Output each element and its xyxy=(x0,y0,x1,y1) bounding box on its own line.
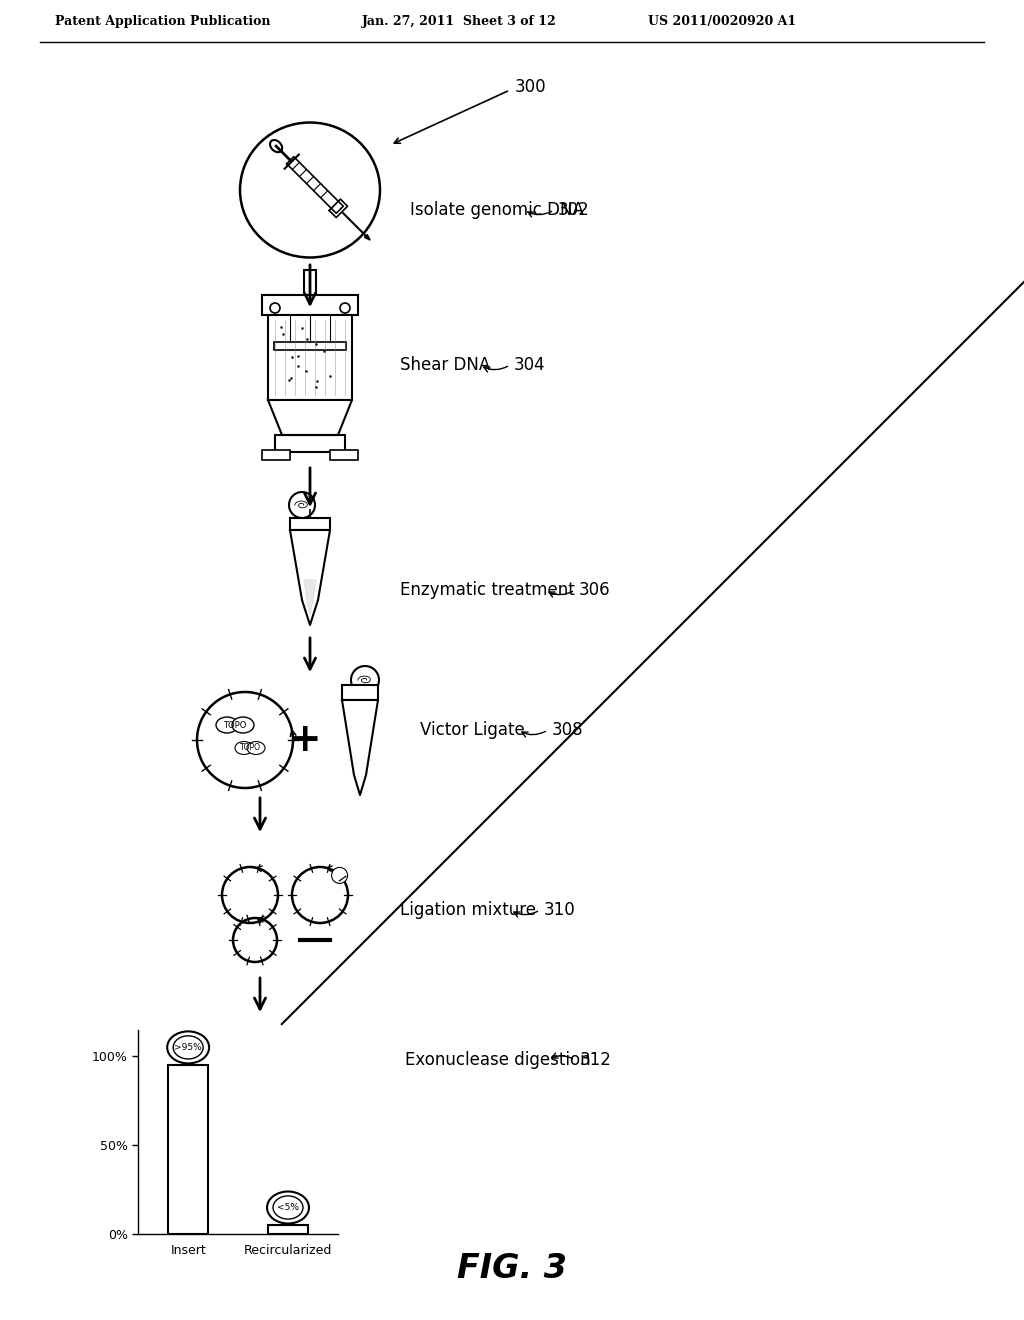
Ellipse shape xyxy=(167,1031,209,1064)
Polygon shape xyxy=(304,579,316,615)
Ellipse shape xyxy=(216,717,238,733)
Text: TOPO: TOPO xyxy=(223,721,247,730)
Text: Enzymatic treatment: Enzymatic treatment xyxy=(400,581,574,599)
Polygon shape xyxy=(329,199,347,218)
Text: 310: 310 xyxy=(544,902,575,919)
Bar xyxy=(168,1065,208,1234)
FancyBboxPatch shape xyxy=(330,450,358,459)
Text: Shear DNA: Shear DNA xyxy=(400,356,490,374)
Polygon shape xyxy=(290,531,330,624)
Text: 312: 312 xyxy=(580,1051,612,1069)
Polygon shape xyxy=(268,400,352,436)
FancyBboxPatch shape xyxy=(342,685,378,700)
Text: Ligation mixture: Ligation mixture xyxy=(400,902,536,919)
Ellipse shape xyxy=(234,742,253,755)
Polygon shape xyxy=(365,235,370,240)
Polygon shape xyxy=(342,700,378,795)
Text: FIG. 3: FIG. 3 xyxy=(457,1251,567,1284)
Text: 302: 302 xyxy=(558,201,590,219)
FancyBboxPatch shape xyxy=(262,294,358,315)
Circle shape xyxy=(270,304,280,313)
Polygon shape xyxy=(287,157,343,214)
Bar xyxy=(268,1225,308,1234)
Text: >95%: >95% xyxy=(174,1043,202,1052)
Circle shape xyxy=(340,304,350,313)
Text: Jan. 27, 2011  Sheet 3 of 12: Jan. 27, 2011 Sheet 3 of 12 xyxy=(362,15,557,28)
Ellipse shape xyxy=(232,717,254,733)
FancyBboxPatch shape xyxy=(268,315,352,400)
FancyBboxPatch shape xyxy=(262,450,290,459)
Text: 308: 308 xyxy=(552,721,584,739)
Text: Patent Application Publication: Patent Application Publication xyxy=(55,15,270,28)
Ellipse shape xyxy=(267,1192,309,1224)
Text: Victor Ligate: Victor Ligate xyxy=(420,721,524,739)
FancyBboxPatch shape xyxy=(274,342,346,350)
Ellipse shape xyxy=(247,742,265,755)
Text: TOPO: TOPO xyxy=(240,743,260,752)
Text: <5%: <5% xyxy=(278,1203,299,1212)
FancyBboxPatch shape xyxy=(304,271,316,294)
Text: 304: 304 xyxy=(514,356,546,374)
Text: Isolate genomic DNA: Isolate genomic DNA xyxy=(410,201,584,219)
Circle shape xyxy=(332,867,347,883)
Text: +: + xyxy=(289,721,322,759)
Text: Exonuclease digestion: Exonuclease digestion xyxy=(406,1051,591,1069)
FancyBboxPatch shape xyxy=(275,436,345,451)
Text: 306: 306 xyxy=(579,581,610,599)
Text: 300: 300 xyxy=(515,78,547,96)
FancyBboxPatch shape xyxy=(290,517,330,531)
Text: US 2011/0020920 A1: US 2011/0020920 A1 xyxy=(648,15,796,28)
